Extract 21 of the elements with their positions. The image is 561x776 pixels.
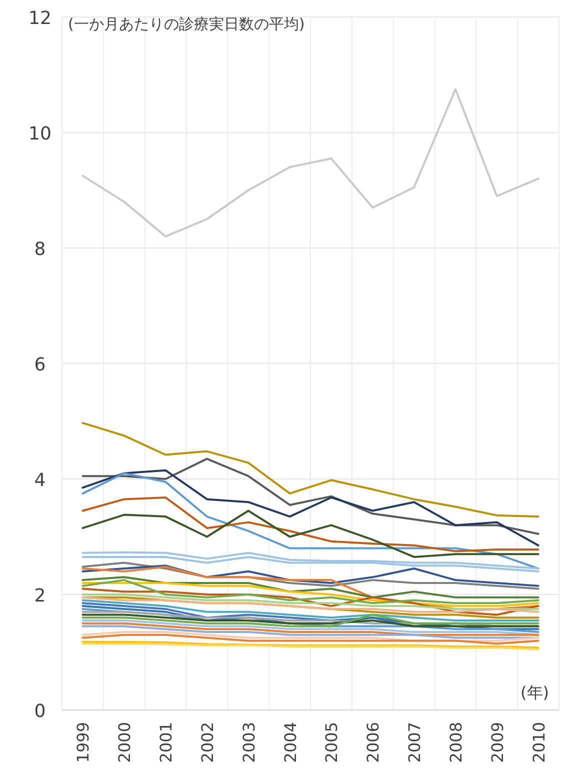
x-tick-label: 2007 <box>405 722 424 763</box>
x-tick-label: 2005 <box>322 722 342 763</box>
y-tick-label: 0 <box>34 701 46 722</box>
y-tick-label: 12 <box>28 8 52 29</box>
y-tick-label: 10 <box>28 124 52 144</box>
x-tick-label: 2001 <box>156 722 176 763</box>
x-tick-label: 2003 <box>239 722 258 763</box>
x-tick-label: 2002 <box>198 722 217 763</box>
x-tick-label: 2009 <box>488 722 507 763</box>
x-tick-label: 2004 <box>280 722 300 763</box>
x-tick-label: 2010 <box>529 722 548 763</box>
y-tick-label: 4 <box>34 470 46 491</box>
x-tick-label: 2008 <box>446 722 466 763</box>
y-tick-label: 6 <box>34 354 46 376</box>
x-tick-label: 2006 <box>364 722 383 763</box>
y-tick-label: 2 <box>34 586 46 606</box>
x-tick-label: 2000 <box>115 722 134 763</box>
y-tick-label: 8 <box>34 239 46 260</box>
x-axis-title: (年) <box>520 683 549 702</box>
y-axis-title: (一か月あたりの診療実日数の平均) <box>68 15 305 33</box>
x-tick-label: 1999 <box>74 722 93 763</box>
